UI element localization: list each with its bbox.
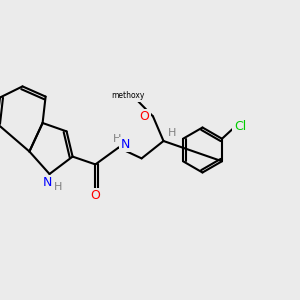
Text: H: H [54,182,62,192]
Text: O: O [91,189,100,203]
Text: N: N [120,138,130,151]
Text: O: O [140,110,149,123]
Text: methoxy: methoxy [111,92,145,100]
Text: H: H [168,128,176,138]
Text: H: H [113,134,121,144]
Text: N: N [42,176,52,190]
Text: Cl: Cl [234,120,246,133]
